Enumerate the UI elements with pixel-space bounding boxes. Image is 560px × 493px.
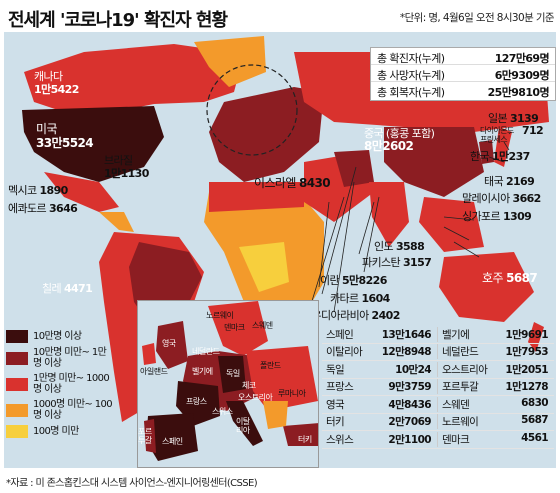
scandinavia-shape: [208, 301, 268, 356]
inset-label-austria: 오스트리아: [238, 393, 273, 402]
italy-shape: [226, 401, 263, 446]
usa-label: 미국 33만5524: [36, 122, 94, 150]
turkey-shape: [283, 423, 318, 446]
inset-label-italy: 이탈리아: [236, 417, 250, 435]
source-note: *자료 : 미 존스홉킨스대 시스템 사이언스-엔지니어링센터(CSSE): [6, 478, 258, 489]
usa-shape: [22, 106, 164, 182]
portugal-shape: [144, 419, 156, 453]
central-america-shape: [99, 212, 134, 232]
mexico-shape: [44, 172, 119, 212]
inset-label-portugal: 포르투갈: [138, 427, 152, 445]
table-row: 이탈리아 12만8948 네덜란드 1만7953: [322, 344, 554, 361]
israel-label: 이스라엘 8430: [254, 176, 331, 190]
table-row: 스위스 2만1100 덴마크 4561: [322, 431, 554, 449]
legend-item: 10만명 미만~ 1만명 이상: [6, 347, 136, 369]
legend-swatch: [6, 330, 28, 343]
inset-label-uk: 영국: [162, 339, 176, 348]
callout-lines: [303, 131, 512, 328]
inset-label-france: 프랑스: [186, 397, 207, 406]
india-label: 인도 3588: [374, 240, 425, 253]
europe-inset-shapes: [142, 301, 318, 461]
inset-label-denmark: 덴마크: [224, 323, 245, 332]
table-row: 스페인 13만1646 벨기에 1만9691: [322, 326, 554, 344]
europe-data-table: 스페인 13만1646 벨기에 1만9691 이탈리아 12만8948 네덜란드 1만7…: [322, 326, 554, 449]
inset-label-norway: 노르웨이: [206, 311, 234, 320]
totals-row: 총 회복자(누계) 25만9810명: [377, 86, 550, 99]
map-title: 전세계 '코로나19' 확진자 현황: [8, 10, 228, 31]
australia-label: 호주 5687: [482, 271, 538, 285]
china-shape: [384, 127, 484, 197]
inset-label-ireland: 아일랜드: [140, 367, 168, 376]
uk-shape: [156, 321, 188, 369]
central-africa-shape: [239, 242, 289, 292]
totals-row: 총 사망자(누계) 6만9309명: [371, 65, 555, 82]
australia-shape: [439, 252, 534, 322]
table-row: 독일 10만24 오스트리아 1만2051: [322, 361, 554, 379]
europe-inset-map: 노르웨이 덴마크 스웨덴 영국 네덜란드 벨기에 아일랜드 독일 폴란드 체코 …: [137, 300, 319, 468]
thailand-label: 태국 2169: [484, 175, 535, 188]
legend-swatch: [6, 403, 28, 417]
inset-label-sweden: 스웨덴: [252, 321, 273, 330]
japan-shape: [494, 127, 512, 167]
korea-label: 한국 1만237: [470, 150, 530, 163]
chile-label: 칠레 4471: [42, 282, 93, 295]
ireland-shape: [142, 343, 156, 365]
canada-shape: [24, 44, 244, 112]
ecuador-label: 에콰도르 3646: [8, 202, 78, 215]
inset-label-poland: 폴란드: [260, 361, 281, 370]
table-row: 영국 4만8436 스웨덴 6830: [322, 396, 554, 414]
korea-shape: [479, 140, 494, 164]
legend-swatch: [6, 351, 28, 365]
europe-shape: [209, 87, 324, 182]
iberia-shape: [146, 413, 198, 461]
inset-label-netherlands: 네덜란드: [192, 347, 220, 356]
legend-item: 100명 미만: [6, 425, 136, 438]
brazil-label: 브라질 1만1130: [104, 154, 149, 180]
germany-shape: [218, 356, 246, 393]
inset-label-romania: 루마니아: [278, 389, 306, 398]
legend-item: 1000명 미만~ 100명 이상: [6, 399, 136, 421]
inset-label-germany: 독일: [226, 369, 240, 378]
singapore-label: 싱가포르 1309: [462, 210, 532, 223]
iran-shape: [334, 150, 374, 187]
qatar-label: 카타르 1604: [330, 292, 390, 305]
inset-label-belgium: 벨기에: [192, 367, 213, 376]
table-row: 터키 2만7069 노르웨이 5687: [322, 414, 554, 431]
iran-label: 이란 5만8226: [320, 274, 387, 287]
china-label: 중국 (홍콩 포함) 8만2602: [364, 127, 435, 153]
east-europe-shape: [246, 346, 318, 411]
europe-highlight-circle: [206, 64, 298, 156]
pakistan-label: 파키스탄 3157: [362, 256, 432, 269]
inset-label-switzerland: 스위스: [212, 407, 233, 416]
canada-label: 캐나다 1만5422: [34, 70, 79, 96]
legend: 10만명 이상 10만명 미만~ 1만명 이상 1만명 미만~ 1000명 이상…: [6, 330, 136, 442]
totals-row: 총 확진자(누계) 127만69명: [371, 48, 555, 65]
balkans-shape: [263, 401, 288, 429]
table-row: 프랑스 9만3759 포르투갈 1만1278: [322, 379, 554, 396]
legend-item: 1만명 미만~ 1000명 이상: [6, 373, 136, 395]
inset-label-czech: 체코: [242, 381, 256, 390]
legend-swatch: [6, 377, 28, 391]
unit-note: *단위: 명, 4월6일 오전 8시30분 기준: [399, 12, 555, 24]
legend-swatch: [6, 425, 28, 438]
nz-shape: [528, 322, 544, 352]
greenland-shape: [194, 36, 266, 87]
north-africa-shape: [209, 182, 304, 212]
totals-box: 총 확진자(누계) 127만69명 총 사망자(누계) 6만9309명 총 회복자(…: [370, 47, 556, 101]
india-shape: [369, 182, 409, 247]
japan-label: 일본 3139: [488, 112, 539, 125]
legend-item: 10만명 이상: [6, 330, 136, 343]
inset-label-spain: 스페인: [162, 437, 183, 446]
malaysia-label: 말레이시아 3662: [462, 192, 541, 205]
diamond-princess-label: 다이아몬드 프린세스 712: [480, 124, 544, 144]
mexico-label: 멕시코 1890: [8, 184, 68, 197]
southeast-asia-shape: [419, 197, 484, 252]
inset-label-turkey: 터키: [298, 435, 312, 444]
